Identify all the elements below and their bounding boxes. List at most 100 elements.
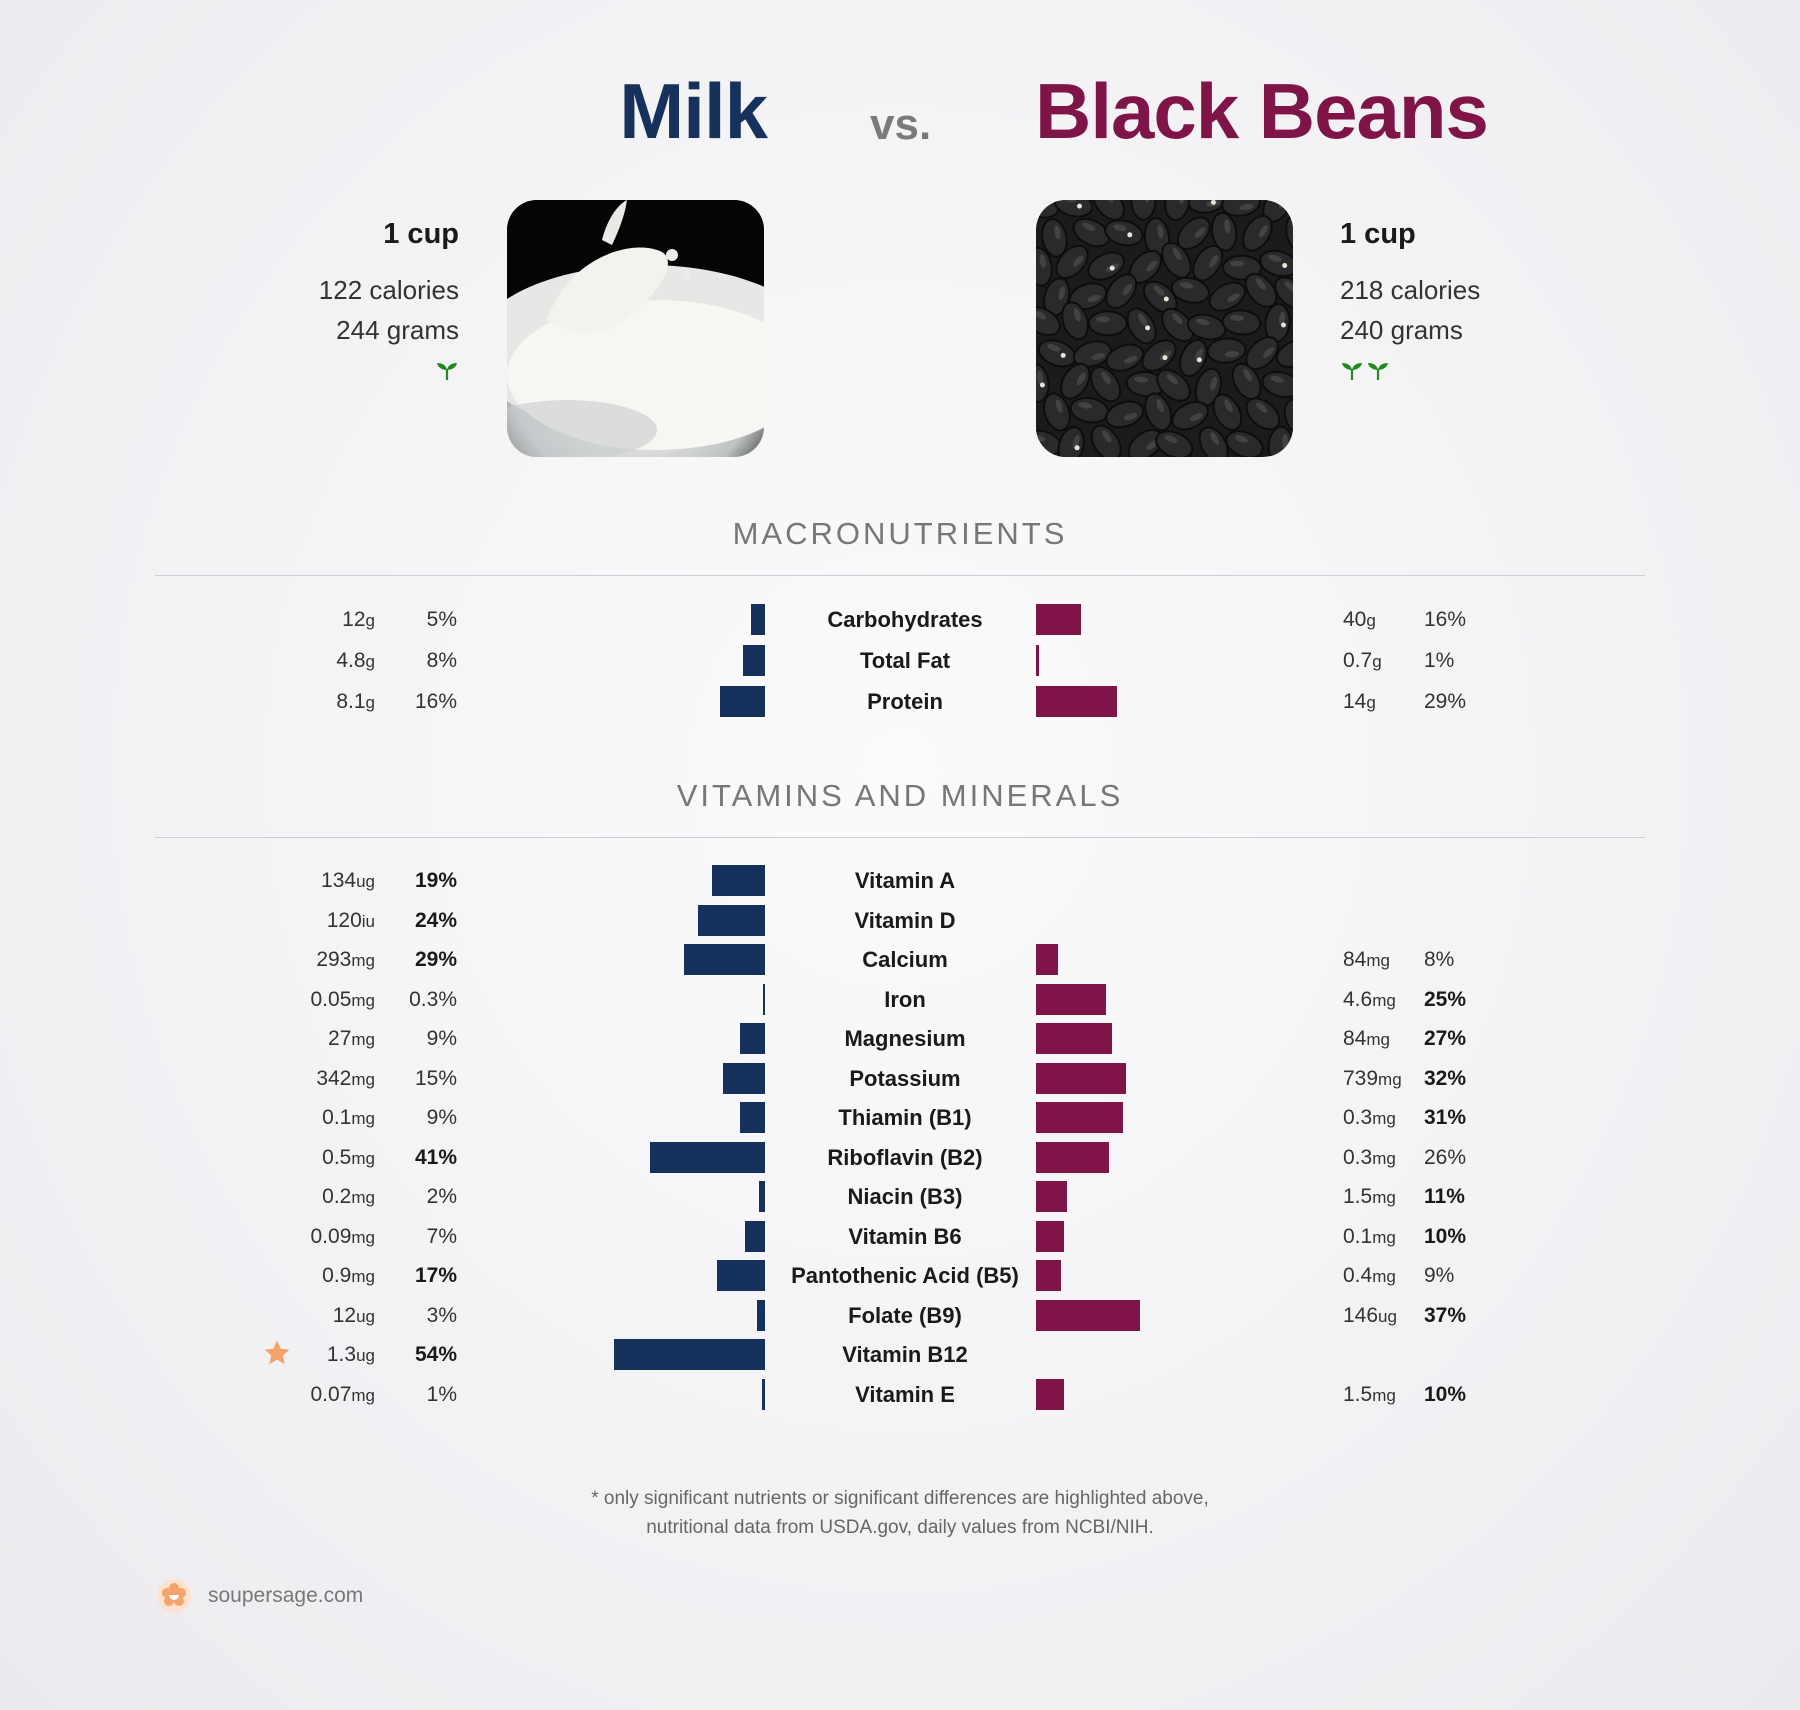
right-bar xyxy=(1036,1378,1064,1410)
vitamin-row: 1.3ug 54% Vitamin B12 xyxy=(0,1335,1800,1374)
macronutrients-heading: MACRONUTRIENTS xyxy=(732,516,1068,551)
left-amount-value: 4.8 xyxy=(336,649,366,672)
left-amount-value: 0.2 xyxy=(322,1185,352,1208)
left-amount-value: 342 xyxy=(316,1066,352,1090)
vitamin-row: 342mg 15% Potassium 739mg 32% xyxy=(0,1059,1800,1098)
right-amount-unit: g xyxy=(1366,611,1376,630)
left-bar xyxy=(759,1181,765,1212)
left-bar xyxy=(717,1260,765,1291)
right-amount-value: 146 xyxy=(1343,1303,1379,1327)
left-sprout-rating xyxy=(435,358,459,382)
vitamin-row: 0.07mg 1% Vitamin E 1.5mg 10% xyxy=(0,1375,1800,1414)
right-amount-value: 1.5 xyxy=(1343,1382,1373,1406)
right-amount: 14g xyxy=(1343,690,1376,714)
soupersage-logo-icon xyxy=(157,1579,191,1613)
left-daily-value: 41% xyxy=(414,1145,457,1169)
right-amount: 0.4mg xyxy=(1343,1264,1396,1288)
brand[interactable]: soupersage.com xyxy=(156,1578,363,1614)
right-amount-unit: mg xyxy=(1378,1069,1402,1089)
right-amount-unit: mg xyxy=(1372,1148,1396,1168)
right-amount-value: 0.3 xyxy=(1343,1106,1373,1129)
right-amount-unit: mg xyxy=(1372,1267,1396,1286)
right-food-title: Black Beans xyxy=(1035,67,1489,155)
right-daily-value: 10% xyxy=(1424,1382,1467,1406)
left-amount-unit: g xyxy=(365,652,375,671)
right-amount-unit: mg xyxy=(1372,1109,1396,1128)
left-amount: 0.5mg xyxy=(322,1146,375,1170)
left-amount-value: 0.05 xyxy=(310,987,352,1011)
right-sprout-rating xyxy=(1340,358,1390,382)
nutrient-label: Vitamin B12 xyxy=(842,1342,968,1367)
vitamin-row: 0.05mg 0.3% Iron 4.6mg 25% xyxy=(0,980,1800,1019)
left-bar xyxy=(697,904,765,936)
left-daily-value: 8% xyxy=(426,649,457,672)
left-grams: 244 grams xyxy=(336,315,459,345)
left-amount: 0.07mg xyxy=(311,1383,376,1407)
brand-name[interactable]: soupersage.com xyxy=(208,1584,364,1607)
right-amount-value: 739 xyxy=(1343,1066,1379,1090)
vitamin-row: 0.1mg 9% Thiamin (B1) 0.3mg 31% xyxy=(0,1098,1800,1137)
left-daily-value: 15% xyxy=(414,1066,457,1090)
sprout-icon xyxy=(1342,363,1362,380)
left-amount: 0.1mg xyxy=(322,1106,375,1130)
left-bar xyxy=(745,1220,765,1252)
left-amount-value: 27 xyxy=(328,1027,352,1050)
left-amount-unit: mg xyxy=(351,990,375,1010)
black-beans-illustration xyxy=(1036,200,1293,457)
right-amount-value: 84 xyxy=(1343,948,1367,971)
milk-splash-illustration xyxy=(507,200,764,457)
left-food-title: Milk xyxy=(619,67,768,155)
left-amount-unit: g xyxy=(365,693,375,712)
right-daily-value: 31% xyxy=(1424,1106,1467,1129)
right-amount-unit: mg xyxy=(1372,990,1396,1010)
left-daily-value: 29% xyxy=(414,948,457,971)
right-bar xyxy=(1036,1023,1112,1054)
macro-row: 12g 5% Carbohydrates 40g 16% xyxy=(0,600,1800,639)
vitamin-row: 293mg 29% Calcium 84mg 8% xyxy=(0,940,1800,979)
left-bar xyxy=(613,1339,765,1370)
left-daily-value: 54% xyxy=(414,1343,457,1366)
right-amount-unit: g xyxy=(1372,652,1382,671)
right-amount-value: 14 xyxy=(1343,690,1367,713)
left-amount-value: 0.09 xyxy=(310,1224,352,1248)
right-bar xyxy=(1036,1102,1123,1133)
left-amount: 293mg xyxy=(316,948,375,972)
right-daily-value: 10% xyxy=(1424,1224,1467,1248)
right-amount-value: 40 xyxy=(1343,608,1367,631)
left-bar xyxy=(711,865,765,896)
left-amount-unit: mg xyxy=(351,1188,375,1207)
nutrient-label: Vitamin E xyxy=(855,1381,955,1407)
left-bar xyxy=(723,1062,765,1094)
left-daily-value: 16% xyxy=(414,690,457,713)
macro-row: 4.8g 8% Total Fat 0.7g 1% xyxy=(0,641,1800,680)
right-amount-unit: mg xyxy=(1366,951,1390,970)
vitamins-minerals-heading: VITAMINS AND MINERALS xyxy=(676,778,1124,813)
right-daily-value: 29% xyxy=(1424,690,1467,713)
right-bar xyxy=(1036,1141,1109,1173)
right-amount-value: 4.6 xyxy=(1343,987,1373,1011)
left-amount-value: 120 xyxy=(326,908,362,932)
sprout-icon xyxy=(1368,363,1388,380)
milk-splash-photo xyxy=(507,200,764,457)
right-amount: 1.5mg xyxy=(1343,1185,1396,1209)
left-amount-value: 1.3 xyxy=(326,1343,357,1366)
left-amount: 27mg xyxy=(328,1027,375,1051)
right-amount-value: 0.3 xyxy=(1343,1145,1373,1169)
right-amount: 0.7g xyxy=(1343,649,1382,673)
nutrient-label: Vitamin B6 xyxy=(848,1223,962,1249)
left-amount-value: 293 xyxy=(316,948,352,971)
right-amount: 146ug xyxy=(1343,1304,1397,1328)
left-amount: 4.8g xyxy=(336,649,375,673)
left-amount: 12ug xyxy=(333,1304,375,1328)
vitamin-row: 134ug 19% Vitamin A xyxy=(0,861,1800,900)
right-grams: 240 grams xyxy=(1340,315,1463,345)
right-amount-value: 0.4 xyxy=(1343,1264,1373,1287)
footnote-line-1: * only significant nutrients or signific… xyxy=(591,1488,1209,1509)
left-amount-value: 12 xyxy=(332,1303,357,1327)
right-daily-value: 25% xyxy=(1424,987,1467,1011)
left-daily-value: 17% xyxy=(414,1264,457,1287)
left-amount: 134ug xyxy=(321,869,375,893)
right-amount: 0.3mg xyxy=(1343,1146,1396,1170)
left-amount-value: 12 xyxy=(342,608,366,631)
nutrient-label: Carbohydrates xyxy=(827,607,983,632)
